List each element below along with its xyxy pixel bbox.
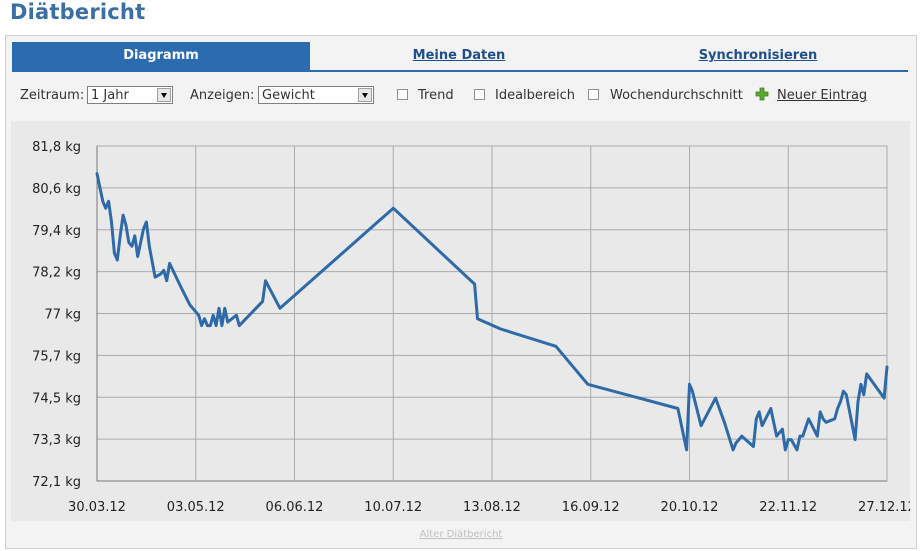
tab-bar: Diagramm Meine Daten Synchronisieren — [12, 42, 908, 72]
x-tick-label: 22.11.12 — [759, 500, 817, 515]
show-value: Gewicht — [262, 88, 315, 103]
period-value: 1 Jahr — [91, 88, 129, 103]
period-label: Zeitraum: — [20, 88, 85, 103]
period-select[interactable]: 1 Jahr — [87, 86, 173, 104]
trend-label: Trend — [418, 88, 454, 103]
x-tick-label: 16.09.12 — [562, 500, 620, 515]
x-tick-label: 20.10.12 — [661, 500, 719, 515]
weight-series-line — [95, 172, 889, 452]
weekly-average-checkbox[interactable] — [588, 89, 599, 100]
x-tick-label: 30.03.12 — [68, 500, 126, 515]
x-tick-label: 03.05.12 — [167, 500, 225, 515]
plus-icon[interactable] — [755, 87, 769, 101]
y-tick-label: 73,3 kg — [32, 433, 81, 448]
weight-chart: 72,1 kg 73,3 kg 74,5 kg 75,7 kg 77 kg 78,2 kg… — [11, 121, 916, 521]
y-tick-label: 78,2 kg — [32, 266, 81, 281]
y-tick-label: 81,8 kg — [32, 140, 81, 155]
y-tick-label: 79,4 kg — [32, 224, 81, 239]
weight-chart-svg: 72,1 kg 73,3 kg 74,5 kg 75,7 kg 77 kg 78,2 kg… — [32, 140, 916, 515]
tab-synchronize[interactable]: Synchronisieren — [698, 48, 818, 63]
show-label: Anzeigen: — [190, 88, 255, 103]
y-tick-label: 77 kg — [45, 308, 81, 323]
show-select[interactable]: Gewicht — [258, 86, 374, 104]
x-tick-label: 27.12.12 — [858, 500, 910, 515]
ideal-range-label: Idealbereich — [495, 88, 575, 103]
chevron-down-icon — [358, 88, 372, 102]
diet-report-panel: Diagramm Meine Daten Synchronisieren Zei… — [5, 35, 917, 549]
x-tick-label: 13.08.12 — [463, 500, 521, 515]
y-tick-label: 80,6 kg — [32, 182, 81, 197]
tab-diagram[interactable]: Diagramm — [12, 42, 310, 70]
tab-my-data[interactable]: Meine Daten — [412, 48, 506, 63]
page-title: Diätbericht — [10, 0, 146, 24]
weekly-average-label: Wochendurchschnitt — [610, 88, 743, 103]
trend-checkbox[interactable] — [397, 89, 408, 100]
ideal-range-checkbox[interactable] — [474, 89, 485, 100]
new-entry-link[interactable]: Neuer Eintrag — [777, 88, 868, 103]
x-tick-label: 06.06.12 — [266, 500, 324, 515]
x-tick-label: 10.07.12 — [364, 500, 422, 515]
y-tick-label: 72,1 kg — [32, 475, 81, 490]
chart-toolbar: Zeitraum: 1 Jahr Anzeigen: Gewicht Trend… — [6, 76, 916, 108]
old-report-link[interactable]: Alter Diätbericht — [419, 529, 503, 540]
y-tick-label: 75,7 kg — [32, 349, 81, 364]
chevron-down-icon — [157, 88, 171, 102]
y-tick-label: 74,5 kg — [32, 391, 81, 406]
